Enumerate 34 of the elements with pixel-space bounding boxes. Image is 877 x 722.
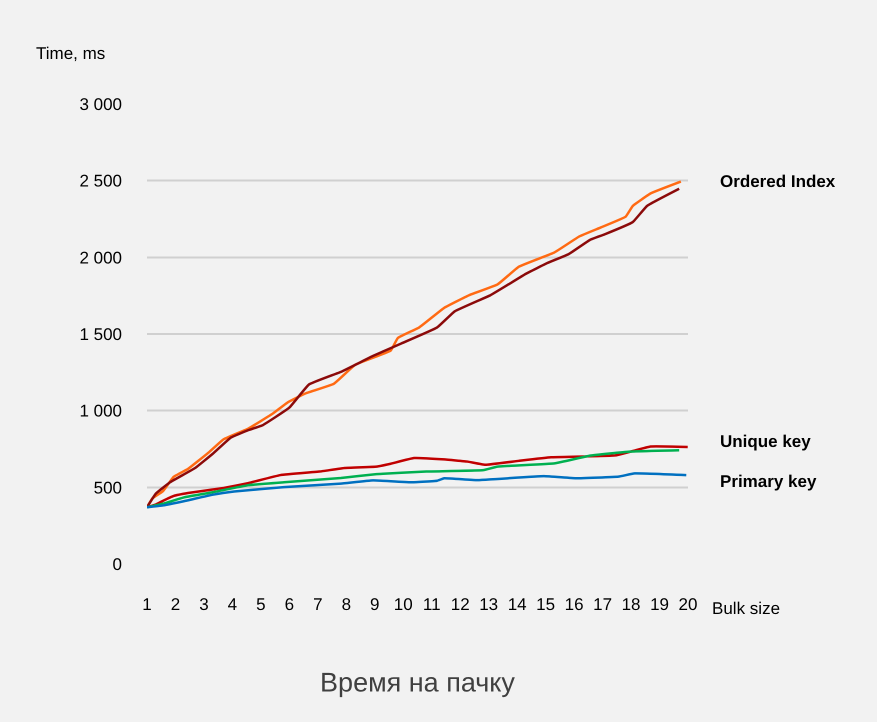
y-tick-label: 3 000 — [79, 94, 122, 114]
text: Время на пачку — [320, 667, 516, 698]
x-tick-label: 3 — [199, 595, 209, 614]
x-axis-title: Bulk size — [712, 599, 780, 618]
line-series — [147, 472, 688, 509]
x-tick-label: 8 — [342, 595, 352, 614]
x-tick-label: 5 — [256, 595, 266, 614]
x-tick-label: 7 — [313, 595, 323, 614]
x-tick-label: 13 — [479, 595, 498, 614]
x-tick-label: 15 — [536, 595, 556, 614]
x-tick-label: 14 — [508, 595, 527, 614]
x-tick-label: 18 — [622, 595, 641, 614]
x-tick-label: 17 — [593, 595, 612, 614]
y-tick-label: 1 500 — [79, 324, 122, 344]
y-axis-title: Time, ms — [36, 44, 106, 63]
x-tick-label: 16 — [564, 595, 584, 614]
x-tick-label: 19 — [650, 595, 669, 614]
x-tick-label: 2 — [170, 595, 180, 614]
x-tick-label: 4 — [228, 595, 238, 614]
y-tick-label: 2 000 — [79, 248, 122, 268]
y-tick-label: 1 000 — [79, 402, 122, 421]
y-tick-label: 2 500 — [79, 172, 122, 191]
text: Ordered Index — [720, 172, 836, 191]
x-tick-label: 1 — [142, 595, 152, 614]
series-label: Unique key — [720, 432, 812, 451]
y-tick-label: 0 — [112, 554, 122, 574]
x-tick-label: 20 — [678, 595, 698, 614]
x-tick-label: 9 — [370, 595, 380, 614]
x-tick-label: 10 — [394, 595, 413, 614]
x-tick-label: 11 — [422, 595, 441, 614]
y-tick-label: 500 — [94, 478, 122, 498]
series-label: Primary key — [720, 472, 817, 491]
x-tick-label: 6 — [284, 595, 294, 614]
x-tick-label: 12 — [450, 595, 470, 614]
